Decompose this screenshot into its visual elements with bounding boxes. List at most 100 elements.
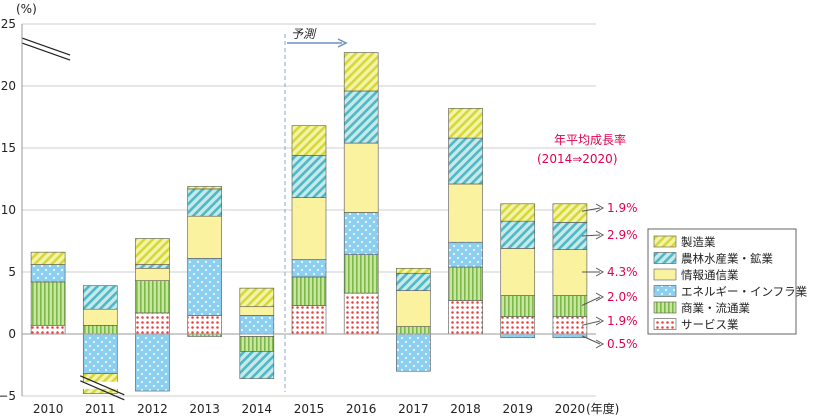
- bar-segment: [448, 137, 483, 185]
- growth-arrow: [581, 320, 601, 326]
- forecast-label: 予測: [291, 27, 317, 41]
- axis-break-mark: [21, 42, 71, 61]
- legend-swatch: [653, 318, 677, 330]
- growth-arrow: [581, 296, 601, 306]
- x-tick-label: 2017: [398, 402, 429, 416]
- axis-break-mark: [80, 380, 125, 401]
- y-unit-label: (%): [16, 2, 37, 16]
- bar-segment: [343, 52, 379, 92]
- x-tick-label: 2016: [346, 402, 377, 416]
- bar-segment: [291, 305, 327, 335]
- y-tick-label: 20: [1, 79, 16, 93]
- x-tick-label: 2019: [502, 402, 533, 416]
- bar-segment: [552, 222, 588, 250]
- bar-segment: [30, 251, 66, 265]
- x-tick-label: 2020: [555, 402, 586, 416]
- bar-segment: [291, 155, 327, 198]
- growth-rate-label: 4.3%: [607, 265, 638, 279]
- legend-swatch: [653, 235, 677, 248]
- bar-segment: [135, 238, 170, 265]
- x-tick-label: 2013: [189, 402, 220, 416]
- x-tick-label: 2012: [137, 402, 168, 416]
- growth-rate-label: 2.9%: [607, 228, 638, 242]
- growth-rate-label: 1.9%: [607, 201, 638, 215]
- bar-segment: [552, 316, 588, 335]
- bar-segment: [552, 295, 588, 317]
- growth-arrow-head: [595, 292, 605, 302]
- bar-segment: [187, 215, 222, 259]
- bar-segment: [448, 266, 483, 301]
- bar-segment: [135, 280, 170, 314]
- legend-label: エネルギー・インフラ業: [681, 285, 808, 299]
- bar-segment: [30, 281, 66, 326]
- growth-rate-period: (2014⇒2020): [537, 152, 618, 166]
- growth-arrow: [581, 234, 601, 237]
- legend-label: 情報通信業: [681, 268, 739, 282]
- bar-segment: [291, 125, 327, 156]
- bar-segment: [291, 197, 327, 260]
- bar-segment: [500, 220, 536, 249]
- bar-segment: [187, 258, 222, 316]
- y-tick-label: 15: [1, 141, 16, 155]
- growth-arrow-head: [595, 203, 605, 213]
- bar-segment: [82, 325, 118, 335]
- bar-segment: [30, 264, 66, 283]
- bar-segment: [396, 333, 431, 372]
- growth-rate-annotations: 1.9% 2.9% 4.3% 2.0% 1.9% 0.5%: [581, 201, 638, 351]
- legend-swatch: [653, 252, 677, 264]
- growth-rate-label: 2.0%: [607, 290, 638, 304]
- legend-swatch: [653, 285, 677, 297]
- forecast-marker: 予測: [284, 27, 348, 392]
- bar-segment: [82, 285, 118, 310]
- bar-segment: [396, 267, 431, 274]
- bar-segment: [343, 90, 379, 144]
- bar-segment: [82, 308, 118, 326]
- x-unit-label: (年度): [586, 401, 619, 416]
- bar-segment: [343, 212, 379, 255]
- bar-segment: [82, 333, 118, 374]
- bar-segment: [500, 248, 536, 296]
- bar-segment: [239, 287, 275, 308]
- growth-rate-label: 1.9%: [607, 314, 638, 328]
- axis-break-mark: [21, 37, 71, 56]
- legend-swatch: [653, 268, 677, 281]
- bar-segment: [187, 188, 222, 217]
- x-tick-label: 2011: [85, 402, 116, 416]
- bar-segment: [343, 254, 379, 294]
- growth-arrow-head: [595, 339, 605, 349]
- x-tick-label: 2018: [450, 402, 481, 416]
- axes-group: −5 0 5 10 15 20 25 2010 2011 2012 2013 2014 2015 2016…: [0, 17, 596, 416]
- bar-segment: [239, 351, 275, 379]
- legend-label: 商業・流通業: [681, 301, 750, 315]
- y-tick-label: 10: [1, 203, 16, 217]
- axis-break-mark: [80, 375, 125, 396]
- bar-segment: [187, 186, 222, 190]
- growth-arrow-head: [595, 230, 605, 240]
- bar-segment: [396, 326, 431, 335]
- bar-segment: [135, 312, 170, 335]
- bars-group: [21, 37, 588, 401]
- bar-segment: [239, 336, 275, 352]
- break-gap: [30, 42, 67, 50]
- bar-segment: [552, 333, 588, 339]
- bar-segment: [135, 267, 170, 281]
- bar-segment: [448, 108, 483, 139]
- bar-segment: [500, 333, 536, 339]
- bar-segment: [552, 203, 588, 223]
- bar-segment: [552, 249, 588, 296]
- growth-arrow-head: [595, 267, 605, 277]
- y-tick-label: 5: [8, 265, 16, 279]
- x-tick-label: 2015: [294, 402, 325, 416]
- bar-segment: [500, 203, 536, 222]
- legend-label: 農林水産業・鉱業: [681, 252, 773, 266]
- bar-segment: [291, 259, 327, 278]
- bar-segment: [448, 183, 483, 243]
- bar-segment: [30, 325, 66, 335]
- x-tick-label: 2010: [33, 402, 64, 416]
- growth-arrow: [581, 335, 601, 345]
- bar-segment: [448, 241, 483, 268]
- bar-segment: [239, 315, 275, 335]
- forecast-arrow-head: [337, 38, 348, 48]
- bar-segment: [291, 276, 327, 306]
